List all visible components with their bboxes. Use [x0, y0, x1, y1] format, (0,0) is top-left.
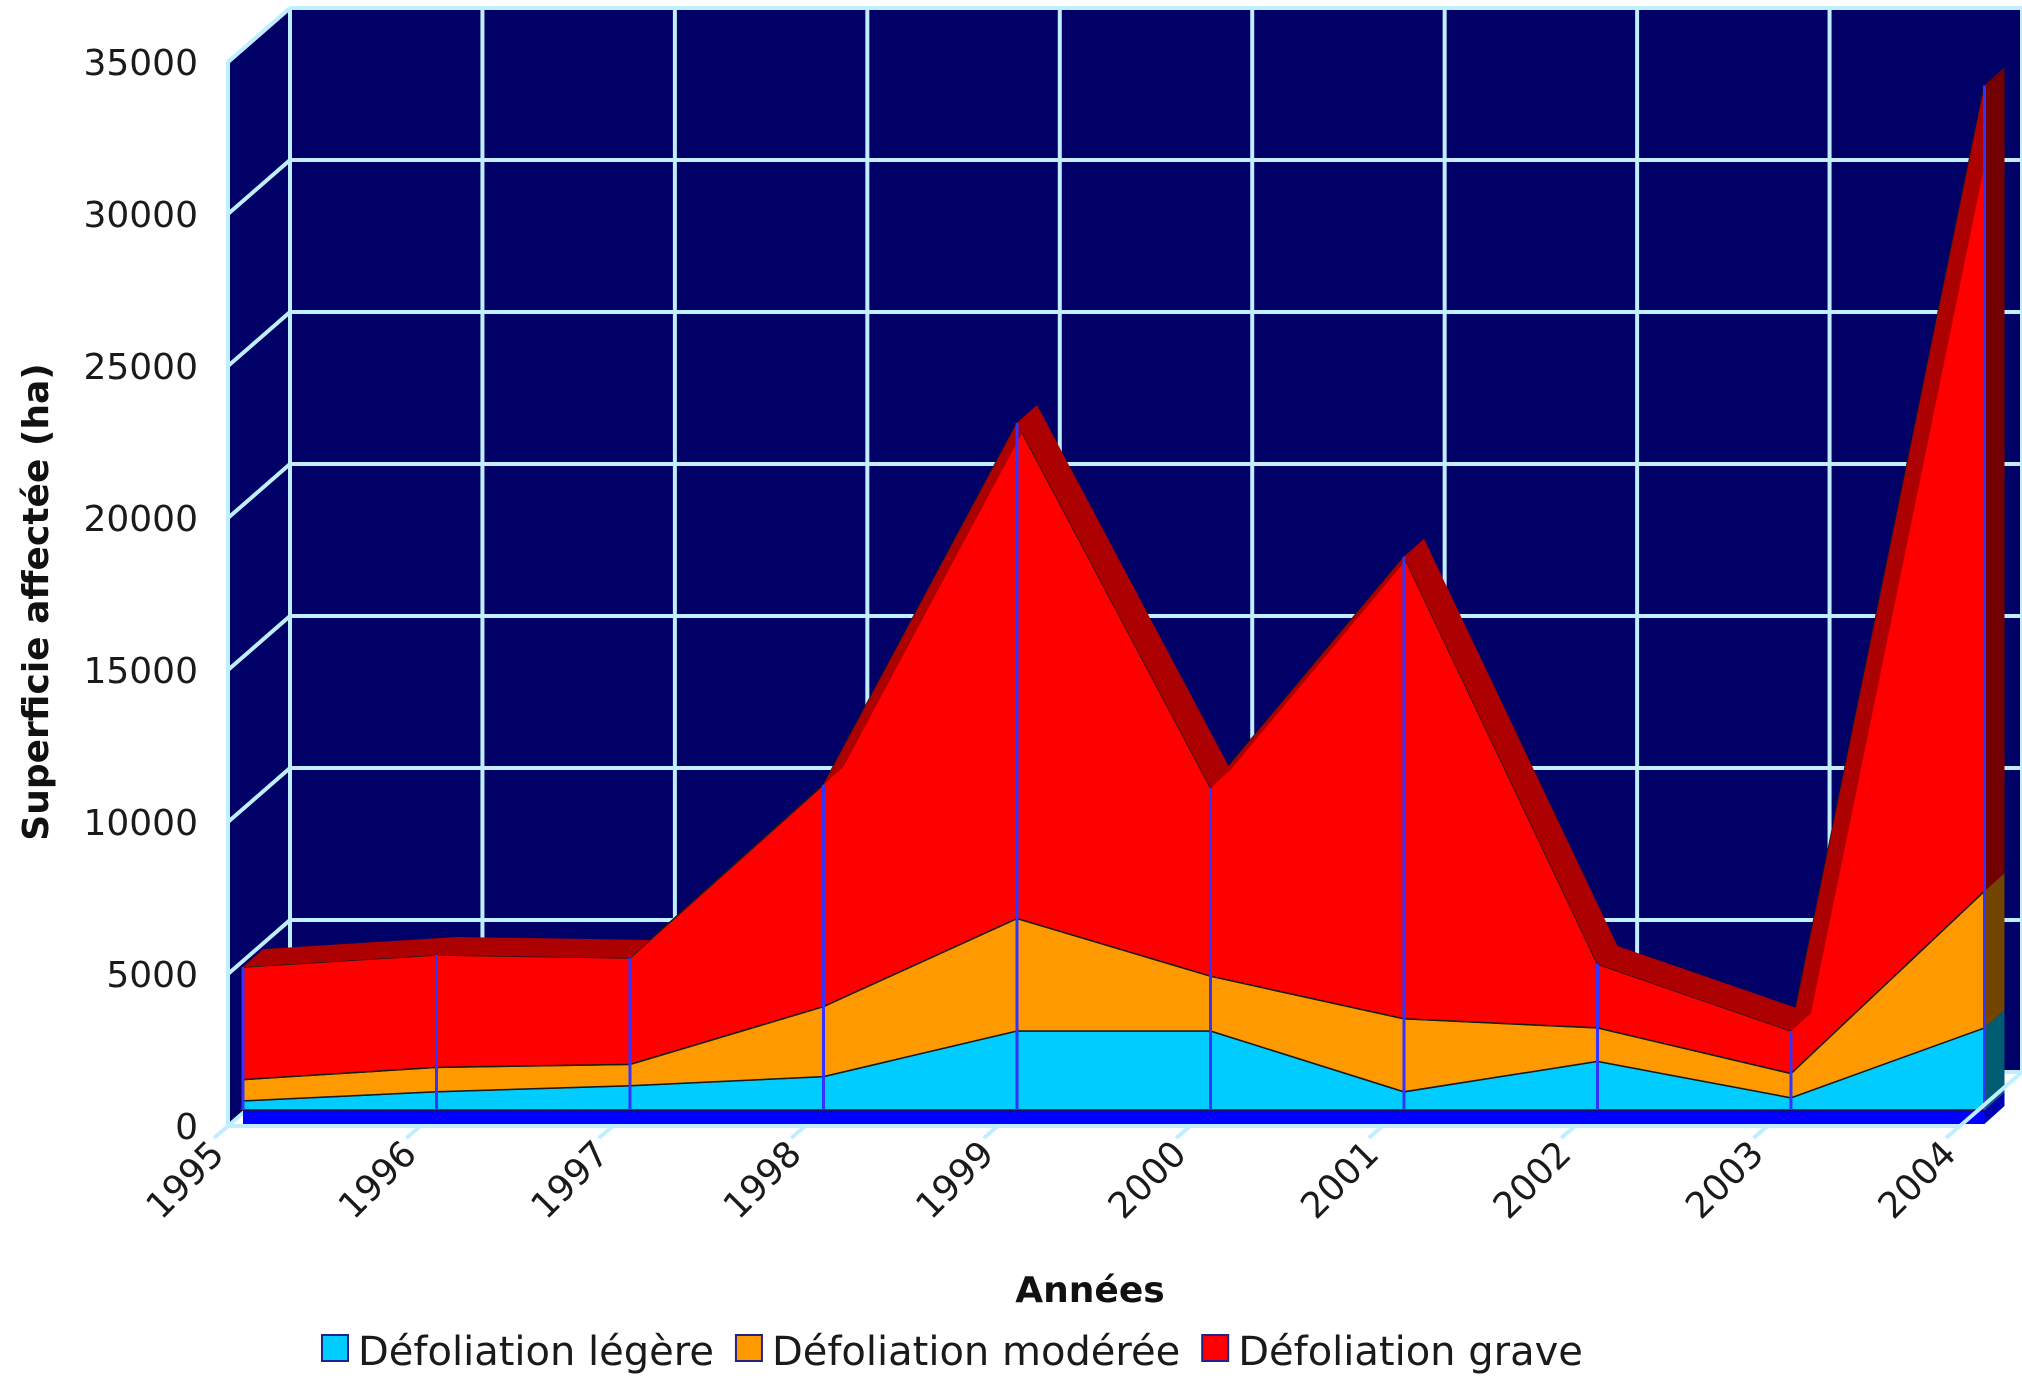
floor-strip [243, 1110, 1985, 1124]
x-tick-labels: 1995 1996 1997 1998 1999 2000 2001 2002 2003 2004 [139, 1133, 1965, 1227]
area-2-top-face [823, 405, 1037, 785]
grid-line-depth [226, 614, 292, 672]
legend-item: Défoliation modérée [734, 1329, 1180, 1375]
x-axis-title: Années [1015, 1270, 1164, 1311]
y-tick-label: 20000 [83, 499, 198, 540]
x-tick-mark [405, 1124, 422, 1140]
legend-swatch [1201, 1334, 1230, 1362]
area-2-side-face [1984, 67, 2005, 892]
grid-line-depth [226, 462, 292, 520]
top-depth-edge [226, 6, 292, 64]
x-tick-mark [1174, 1124, 1192, 1140]
x-tick-mark [212, 1124, 230, 1140]
grid-line-depth [226, 918, 292, 976]
x-tick-mark [790, 1124, 807, 1140]
x-tick-label: 2003 [1678, 1133, 1772, 1227]
x-tick-label: 2004 [1871, 1133, 1965, 1227]
grid-line-depth [226, 766, 292, 824]
x-tick-label: 2001 [1293, 1133, 1387, 1227]
x-tick-mark [597, 1124, 615, 1140]
legend-item: Défoliation légère [321, 1329, 714, 1375]
x-tick-mark [1944, 1124, 1962, 1140]
x-tick-label: 2000 [1101, 1133, 1195, 1227]
area-0-side-face [1984, 1009, 2005, 1110]
x-tick-label: 1998 [716, 1133, 810, 1227]
floor-strip-side [1984, 1092, 2005, 1124]
legend-item: Défoliation grave [1201, 1329, 1583, 1375]
x-tick-mark [1752, 1124, 1769, 1140]
x-tick-mark [982, 1124, 1000, 1140]
axes [212, 6, 2022, 1140]
y-tick-label: 0 [175, 1107, 198, 1148]
y-tick-label: 35000 [83, 43, 198, 84]
grid-line-depth [226, 158, 292, 216]
left-wall [228, 8, 290, 1126]
legend-label: Défoliation légère [358, 1329, 714, 1375]
y-tick-label: 30000 [83, 195, 198, 236]
y-tick-labels: 0 5000 10000 15000 20000 25000 30000 35000 [83, 43, 198, 1148]
legend-label: Défoliation modérée [772, 1329, 1180, 1375]
area-2-top-face [630, 766, 844, 958]
x-tick-label: 2002 [1486, 1133, 1580, 1227]
x-tick-mark [1367, 1124, 1384, 1140]
y-tick-label: 25000 [83, 347, 198, 388]
area-2-top-face [1404, 538, 1618, 965]
legend-label: Défoliation grave [1238, 1329, 1583, 1375]
area-2-top-face [243, 937, 457, 968]
y-tick-label: 15000 [83, 651, 198, 692]
y-tick-label: 5000 [106, 955, 198, 996]
x-tick-mark [1559, 1124, 1577, 1140]
x-tick-label: 1996 [331, 1133, 425, 1227]
area-2-top-face [1210, 538, 1424, 788]
area-1-side-face [1984, 873, 2005, 1028]
y-axis-title: Superficie affectée (ha) [16, 363, 57, 840]
legend: Défoliation légère Défoliation modérée Déf… [321, 1329, 1583, 1375]
area-2-top-face [1791, 67, 2005, 1031]
series-areas [241, 67, 2005, 1124]
legend-swatch [734, 1334, 763, 1362]
x-tick-label: 1999 [908, 1133, 1002, 1227]
area-2-top-face [436, 937, 650, 958]
legend-swatch [321, 1334, 349, 1362]
area-2-top-face [1597, 946, 1811, 1031]
floor-right-edge [1958, 1070, 2022, 1128]
area-2-top-face [1017, 405, 1231, 788]
grid-line-depth [226, 310, 292, 368]
x-tick-label: 1997 [523, 1133, 617, 1227]
y-tick-label: 10000 [83, 803, 198, 844]
